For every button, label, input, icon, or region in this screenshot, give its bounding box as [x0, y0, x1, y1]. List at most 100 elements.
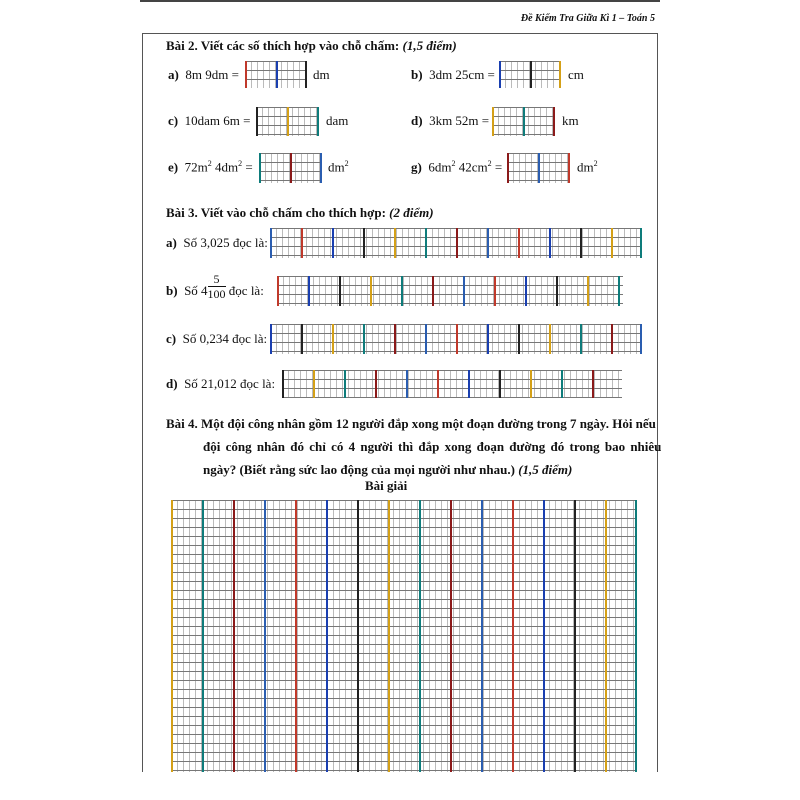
grid-major-line [561, 370, 563, 398]
grid-major-line [344, 370, 346, 398]
grid-major-line [635, 500, 637, 772]
grid-major-line [468, 370, 470, 398]
grid-major-line [357, 500, 359, 772]
grid-major-line [587, 276, 589, 306]
grid-major-line [611, 324, 613, 354]
bai2-item-a: a) 8m 9dm = [168, 67, 239, 83]
grid-major-line [463, 276, 465, 306]
item-label: b) [411, 67, 423, 82]
grid-major-line [363, 228, 365, 258]
grid-major-line [432, 276, 434, 306]
grid-major-line [282, 370, 284, 398]
fraction: 5 100 [207, 272, 226, 301]
grid-major-line [538, 153, 540, 183]
sup: 2 [238, 159, 243, 168]
bai2-item-e: e) 72m2 4dm2 = [168, 159, 253, 175]
answer-grid-3b[interactable] [277, 276, 623, 306]
grid-major-line [512, 500, 514, 772]
grid-major-line [425, 228, 427, 258]
grid-major-line [518, 228, 520, 258]
answer-grid-3d[interactable] [282, 370, 622, 398]
grid-major-line [339, 276, 341, 306]
grid-major-line [277, 276, 279, 306]
grid-major-line [450, 500, 452, 772]
grid-major-line [437, 370, 439, 398]
unit-c: dam [326, 113, 349, 128]
item-label: b) [166, 283, 178, 298]
expr-part: 42cm [455, 159, 488, 175]
grid-major-line [549, 228, 551, 258]
unit-g: dm2 [577, 159, 598, 175]
unit-text: dm [577, 159, 594, 175]
grid-major-line [270, 324, 272, 354]
grid-major-line [317, 107, 319, 136]
answer-grid-g[interactable] [507, 153, 570, 183]
expr-part: 72m [184, 159, 208, 175]
expr-part: 4dm [211, 159, 239, 175]
grid-major-line [530, 61, 532, 88]
item-label: d) [411, 113, 423, 128]
answer-grid-e[interactable] [259, 153, 322, 183]
bai4-line3-text: ngày? (Biết rằng sức lao động của mọi ng… [203, 462, 515, 477]
item-expr: 3km 52m = [429, 113, 490, 128]
grid-major-line [580, 324, 582, 354]
grid-major-line [530, 370, 532, 398]
unit-b: cm [568, 67, 584, 82]
grid-major-line [245, 61, 247, 88]
grid-major-line [326, 500, 328, 772]
bai4-line3: ngày? (Biết rằng sức lao động của mọi ng… [203, 462, 572, 478]
answer-grid-c[interactable] [256, 107, 319, 136]
item-expr: 10dam 6m = [184, 113, 251, 128]
bai3-item-c: c) Số 0,234 đọc là: [166, 331, 267, 347]
grid-major-line [640, 324, 642, 354]
answer-grid-b[interactable] [499, 61, 561, 88]
top-rule [140, 0, 660, 2]
item-label: a) [168, 67, 179, 82]
grid-major-line [507, 153, 509, 183]
sup: 2 [344, 159, 349, 168]
unit-d: km [562, 113, 579, 128]
grid-major-line [308, 276, 310, 306]
grid-major-line [233, 500, 235, 772]
expr-part: = [491, 159, 503, 175]
grid-major-line [270, 228, 272, 258]
grid-major-line [290, 153, 292, 183]
grid-major-line [363, 324, 365, 354]
grid-major-line [525, 276, 527, 306]
grid-major-line [574, 500, 576, 772]
bai3-points: (2 điểm) [389, 205, 434, 220]
answer-grid-d[interactable] [492, 107, 555, 136]
denominator: 100 [207, 286, 226, 301]
solution-grid[interactable] [171, 500, 637, 772]
answer-grid-3a[interactable] [270, 228, 642, 258]
grid-major-line [499, 61, 501, 88]
unit-e: dm2 [328, 159, 349, 175]
expr-part: 6dm [428, 159, 452, 175]
bai2-item-d: d) 3km 52m = [411, 113, 489, 129]
grid-major-line [425, 324, 427, 354]
unit-a: dm [313, 67, 330, 82]
grid-major-line [301, 324, 303, 354]
grid-major-line [456, 324, 458, 354]
answer-grid-a[interactable] [245, 61, 307, 88]
answer-grid-3c[interactable] [270, 324, 642, 354]
bai4-line2: đội công nhân đó chỉ có 4 người thì đắp … [203, 439, 662, 454]
item-label: e) [168, 159, 179, 175]
grid-major-line [580, 228, 582, 258]
grid-major-line [592, 370, 594, 398]
grid-major-line [618, 276, 620, 306]
grid-major-line [487, 324, 489, 354]
grid-major-line [394, 228, 396, 258]
bai3-item-d: d) Số 21,012 đọc là: [166, 376, 275, 392]
grid-major-line [568, 153, 570, 183]
grid-major-line [295, 500, 297, 772]
item-text: Số 21,012 đọc là: [184, 376, 276, 391]
grid-major-line [375, 370, 377, 398]
grid-major-line [388, 500, 390, 772]
bai2-title: Bài 2. Viết các số thích hợp vào chỗ chấ… [166, 38, 457, 54]
grid-major-line [523, 107, 525, 136]
solution-label: Bài giải [365, 478, 408, 493]
item-label: d) [166, 376, 178, 391]
bai2-points: (1,5 điểm) [402, 38, 457, 53]
bai2-item-b: b) 3dm 25cm = [411, 67, 495, 83]
